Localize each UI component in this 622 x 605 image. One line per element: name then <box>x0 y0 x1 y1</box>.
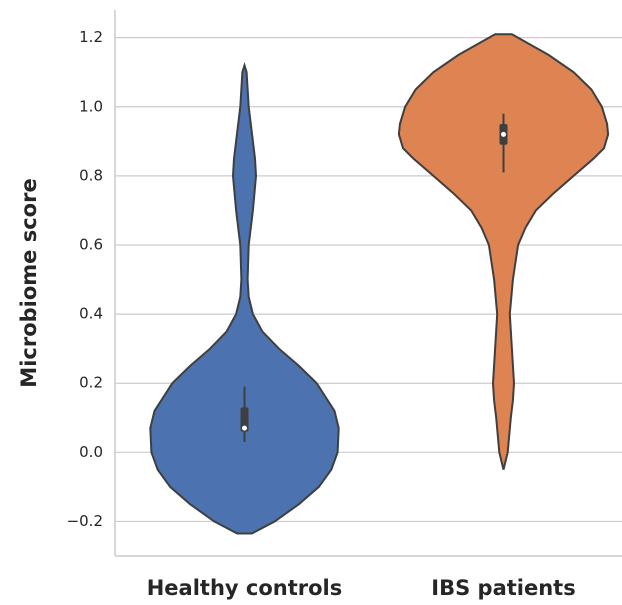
y-axis-label: Microbiome score <box>17 178 41 387</box>
x-tick-label: IBS patients <box>431 576 575 600</box>
violin <box>397 33 610 470</box>
box <box>240 407 249 432</box>
y-tick-label: 0.0 <box>79 443 103 461</box>
median <box>242 425 247 431</box>
y-tick-label: 0.2 <box>79 374 103 392</box>
y-tick-label: 0.8 <box>79 166 103 184</box>
y-tick-label: 1.0 <box>79 97 103 115</box>
violin <box>149 61 340 535</box>
y-tick-label: 1.2 <box>79 28 103 46</box>
median <box>501 131 506 137</box>
y-tick-label: 0.6 <box>79 235 103 253</box>
y-tick-label: 0.4 <box>79 305 103 323</box>
x-tick-label: Healthy controls <box>147 576 343 600</box>
y-tick-label: −0.2 <box>67 512 103 530</box>
